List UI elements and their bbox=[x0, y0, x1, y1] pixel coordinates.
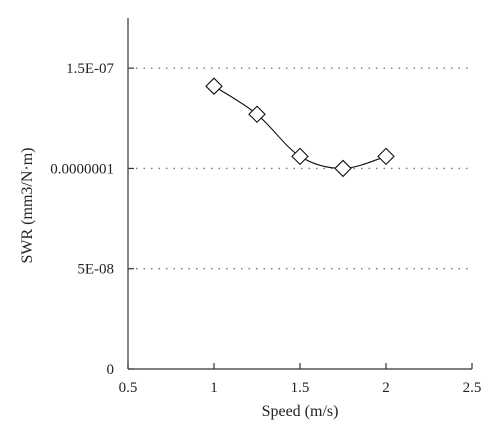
x-tick-label: 1.5 bbox=[291, 380, 310, 396]
grid-lines bbox=[136, 67, 470, 270]
y-tick-label: 0.0000001 bbox=[50, 161, 114, 177]
tick-marks bbox=[127, 67, 473, 370]
data-point-diamond bbox=[334, 159, 352, 178]
y-tick-label: 0 bbox=[107, 362, 115, 378]
x-tick-label: 0.5 bbox=[119, 380, 138, 396]
y-tick-label: 5E-08 bbox=[77, 262, 114, 278]
y-tick-labels: 0 5E-08 0.0000001 1.5E-07 bbox=[50, 61, 114, 378]
data-point-diamond bbox=[248, 105, 266, 124]
y-axis-title: SWR (mm3/N·m) bbox=[19, 148, 36, 264]
data-point-diamond bbox=[205, 77, 223, 95]
x-axis-title: Speed (m/s) bbox=[262, 403, 339, 420]
axes bbox=[127, 18, 472, 370]
x-tick-label: 1 bbox=[210, 380, 218, 396]
x-tick-label: 2.5 bbox=[463, 380, 482, 396]
data-series bbox=[205, 77, 395, 178]
x-tick-label: 2 bbox=[382, 380, 390, 396]
y-tick-label: 1.5E-07 bbox=[66, 61, 114, 77]
x-tick-labels: 0.5 1 1.5 2 2.5 bbox=[119, 380, 482, 396]
data-point-diamond bbox=[291, 147, 309, 166]
data-point-diamond bbox=[377, 147, 395, 166]
